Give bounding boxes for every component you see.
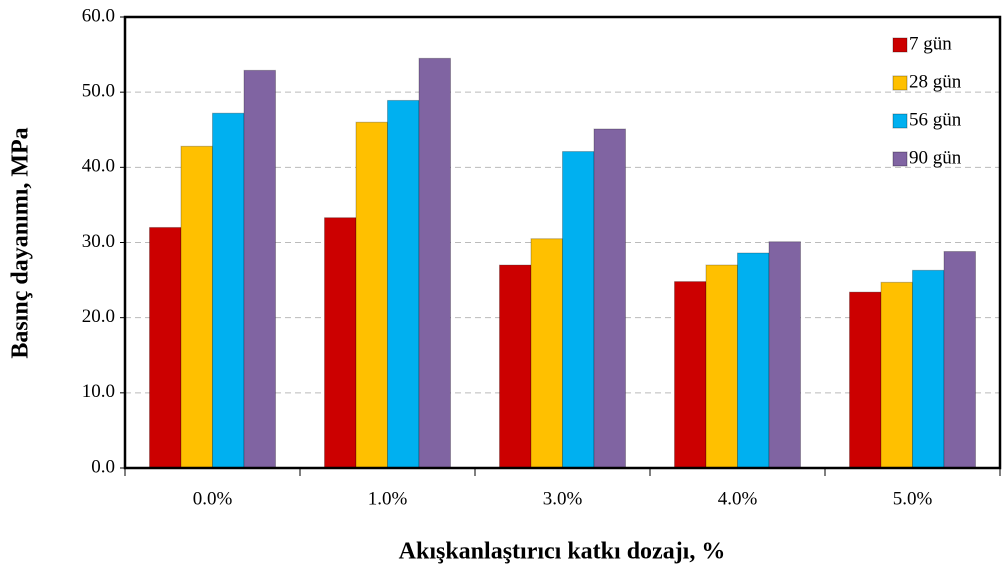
plot-frame xyxy=(123,15,1002,470)
y-tick-label: 30.0 xyxy=(82,231,115,252)
bar xyxy=(768,241,801,469)
bar xyxy=(180,145,213,469)
x-axis-title: Akışkanlaştırıcı katkı dozajı, % xyxy=(399,539,726,565)
bar xyxy=(243,69,276,469)
legend-label: 28 gün xyxy=(909,71,962,92)
legend-swatch xyxy=(892,113,908,129)
bar xyxy=(355,121,388,469)
bar xyxy=(530,238,563,469)
bar xyxy=(912,269,945,469)
y-tick-label: 50.0 xyxy=(82,81,115,102)
bar xyxy=(674,281,707,469)
y-tick-label: 0.0 xyxy=(91,456,115,477)
bar xyxy=(849,291,882,469)
legend-label: 90 gün xyxy=(909,147,962,168)
x-tick-label: 3.0% xyxy=(543,488,583,509)
bar xyxy=(499,264,532,469)
legend-swatch xyxy=(892,75,908,91)
legend-swatch xyxy=(892,37,908,53)
y-tick-label: 40.0 xyxy=(82,156,115,177)
bar xyxy=(880,281,913,469)
bar xyxy=(593,128,626,469)
legend-label: 7 gün xyxy=(909,33,952,54)
bar xyxy=(737,252,770,469)
bar xyxy=(387,99,420,469)
legend-swatch xyxy=(892,151,908,167)
bar xyxy=(943,251,976,469)
y-tick-label: 10.0 xyxy=(82,381,115,402)
x-tick-label: 0.0% xyxy=(193,488,233,509)
x-tick-label: 1.0% xyxy=(368,488,408,509)
legend-label: 56 gün xyxy=(909,109,962,130)
x-tick-label: 5.0% xyxy=(893,488,933,509)
x-tick-label: 4.0% xyxy=(718,488,758,509)
bar xyxy=(324,217,357,469)
bar xyxy=(149,226,182,469)
bar xyxy=(705,264,738,469)
bar xyxy=(418,57,451,469)
y-axis-title: Basınç dayanımı, MPa xyxy=(8,127,34,358)
bar xyxy=(212,112,245,469)
y-tick-label: 20.0 xyxy=(82,306,115,327)
bar xyxy=(562,151,595,469)
y-tick-label: 60.0 xyxy=(82,5,115,26)
